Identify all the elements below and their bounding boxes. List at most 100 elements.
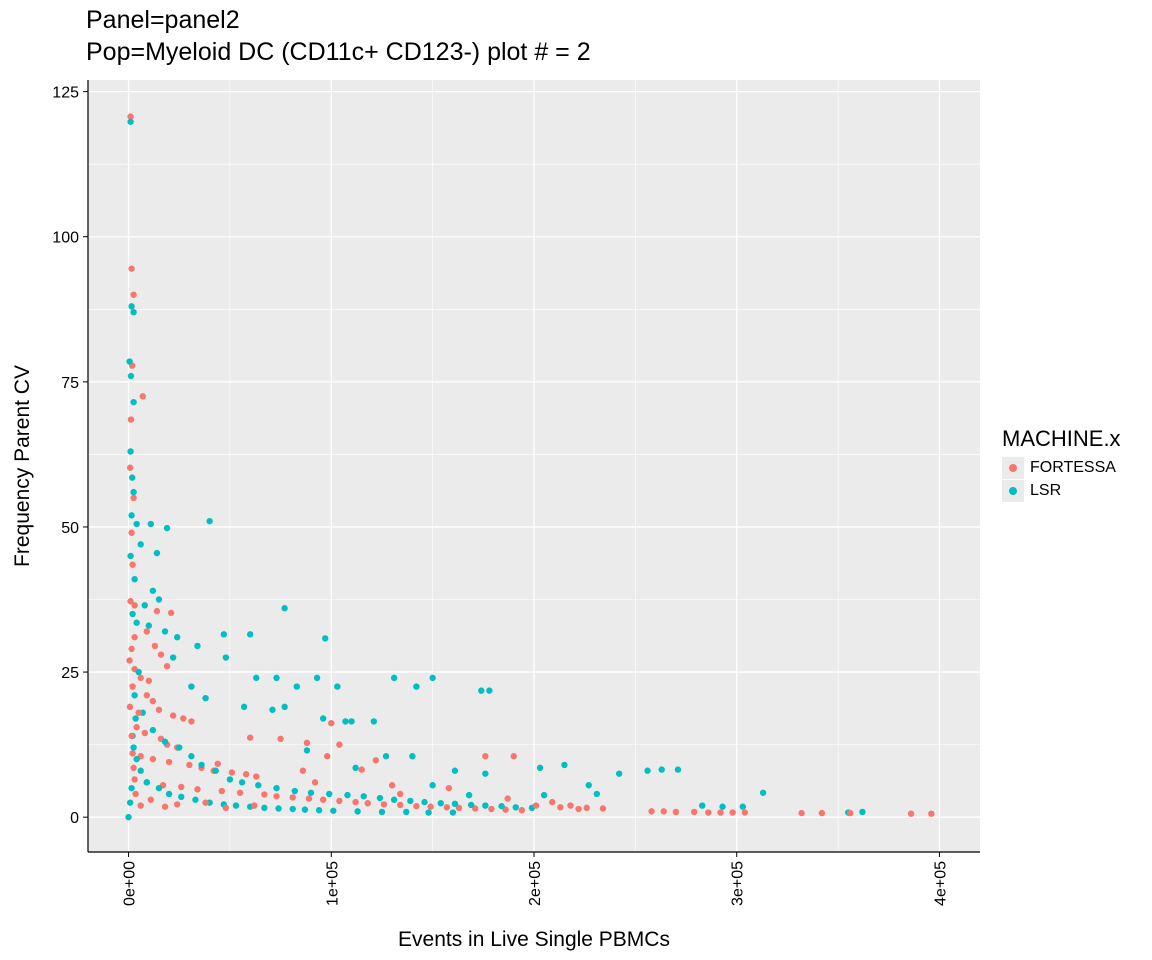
data-point-lsr <box>354 808 361 815</box>
data-point-lsr <box>536 764 544 772</box>
data-point-lsr <box>465 791 473 799</box>
data-point-lsr <box>334 683 341 690</box>
data-point-lsr <box>482 802 489 809</box>
data-point-fortessa <box>397 801 404 809</box>
data-point-fortessa <box>488 805 495 813</box>
data-point-fortessa <box>149 697 157 705</box>
data-point-lsr <box>163 524 171 532</box>
data-point-fortessa <box>251 802 258 809</box>
data-point-lsr <box>129 610 136 618</box>
data-point-fortessa <box>180 715 187 722</box>
data-point-lsr <box>128 784 135 792</box>
data-point-lsr <box>261 804 268 812</box>
data-point-lsr <box>291 787 298 795</box>
data-point-fortessa <box>482 753 489 760</box>
data-point-lsr <box>512 804 519 811</box>
data-point-fortessa <box>299 767 307 774</box>
data-point-lsr <box>699 802 706 809</box>
data-point-lsr <box>161 628 169 635</box>
data-point-lsr <box>313 674 321 682</box>
data-point-fortessa <box>126 703 134 711</box>
legend-item-fortessa: FORTESSA <box>1002 456 1121 479</box>
data-point-fortessa <box>242 771 250 778</box>
data-point-fortessa <box>165 758 173 766</box>
data-point-lsr <box>127 448 134 455</box>
data-point-fortessa <box>741 809 749 816</box>
data-point-fortessa <box>129 750 136 757</box>
data-point-fortessa <box>186 761 193 769</box>
data-point-fortessa <box>324 753 331 760</box>
data-point-fortessa <box>214 760 221 767</box>
data-point-fortessa <box>128 732 135 740</box>
data-point-lsr <box>198 761 205 769</box>
legend-dot-fortessa <box>1009 463 1017 472</box>
data-point-fortessa <box>151 642 159 650</box>
data-point-lsr <box>149 587 157 594</box>
data-point-lsr <box>739 803 747 810</box>
data-point-lsr <box>269 706 276 713</box>
data-point-fortessa <box>127 416 135 423</box>
data-point-fortessa <box>372 757 380 764</box>
data-point-fortessa <box>648 808 655 815</box>
data-point-fortessa <box>169 712 177 719</box>
data-point-lsr <box>212 767 219 774</box>
data-point-lsr <box>127 372 135 380</box>
data-point-lsr <box>128 512 135 519</box>
data-point-fortessa <box>352 798 359 806</box>
data-point-lsr <box>315 807 323 814</box>
data-point-fortessa <box>427 803 434 810</box>
data-point-fortessa <box>261 791 268 798</box>
data-point-fortessa <box>397 790 404 798</box>
data-point-lsr <box>403 808 410 816</box>
data-point-fortessa <box>149 755 157 763</box>
data-point-fortessa <box>127 598 134 605</box>
data-point-fortessa <box>253 773 260 780</box>
data-point-lsr <box>130 308 137 316</box>
data-point-lsr <box>238 779 246 786</box>
data-point-fortessa <box>798 809 805 817</box>
data-point-fortessa <box>128 265 135 272</box>
data-point-lsr <box>593 790 601 798</box>
data-point-lsr <box>273 674 280 682</box>
data-point-lsr <box>498 802 505 810</box>
y-axis-ticks: 0 25 50 75 100 125 <box>52 85 88 827</box>
data-point-fortessa <box>504 795 511 802</box>
data-point-lsr <box>132 715 139 722</box>
data-point-fortessa <box>729 809 736 816</box>
data-point-fortessa <box>305 795 313 802</box>
data-point-fortessa <box>311 779 319 786</box>
data-point-fortessa <box>127 113 134 120</box>
data-point-lsr <box>165 790 173 798</box>
data-point-lsr <box>421 798 428 806</box>
data-point-lsr <box>194 642 201 650</box>
data-point-lsr <box>133 520 140 528</box>
x-tick-label: 2e+05 <box>527 861 544 906</box>
data-point-lsr <box>255 782 262 789</box>
data-point-lsr <box>390 796 398 803</box>
data-point-fortessa <box>289 794 296 801</box>
data-point-lsr <box>719 803 726 810</box>
data-point-fortessa <box>336 741 343 748</box>
data-point-lsr <box>378 808 386 816</box>
data-point-fortessa <box>174 801 181 808</box>
data-point-lsr <box>321 635 329 642</box>
data-point-fortessa <box>143 692 150 699</box>
data-point-fortessa <box>126 657 133 664</box>
data-point-lsr <box>319 715 327 722</box>
data-point-fortessa <box>137 674 144 682</box>
data-point-fortessa <box>222 804 230 812</box>
data-point-lsr <box>137 767 144 774</box>
x-axis-label: Events in Live Single PBMCs <box>398 928 670 951</box>
data-point-lsr <box>348 718 355 725</box>
data-point-fortessa <box>907 810 915 817</box>
data-point-fortessa <box>137 802 144 809</box>
y-tick-label: 100 <box>52 230 79 247</box>
data-point-lsr <box>232 802 240 809</box>
data-point-fortessa <box>161 803 169 810</box>
data-point-fortessa <box>128 645 135 653</box>
data-point-lsr <box>658 766 665 773</box>
data-point-lsr <box>301 806 309 813</box>
data-point-fortessa <box>153 607 161 615</box>
data-point-fortessa <box>336 797 343 805</box>
data-point-lsr <box>382 753 390 760</box>
